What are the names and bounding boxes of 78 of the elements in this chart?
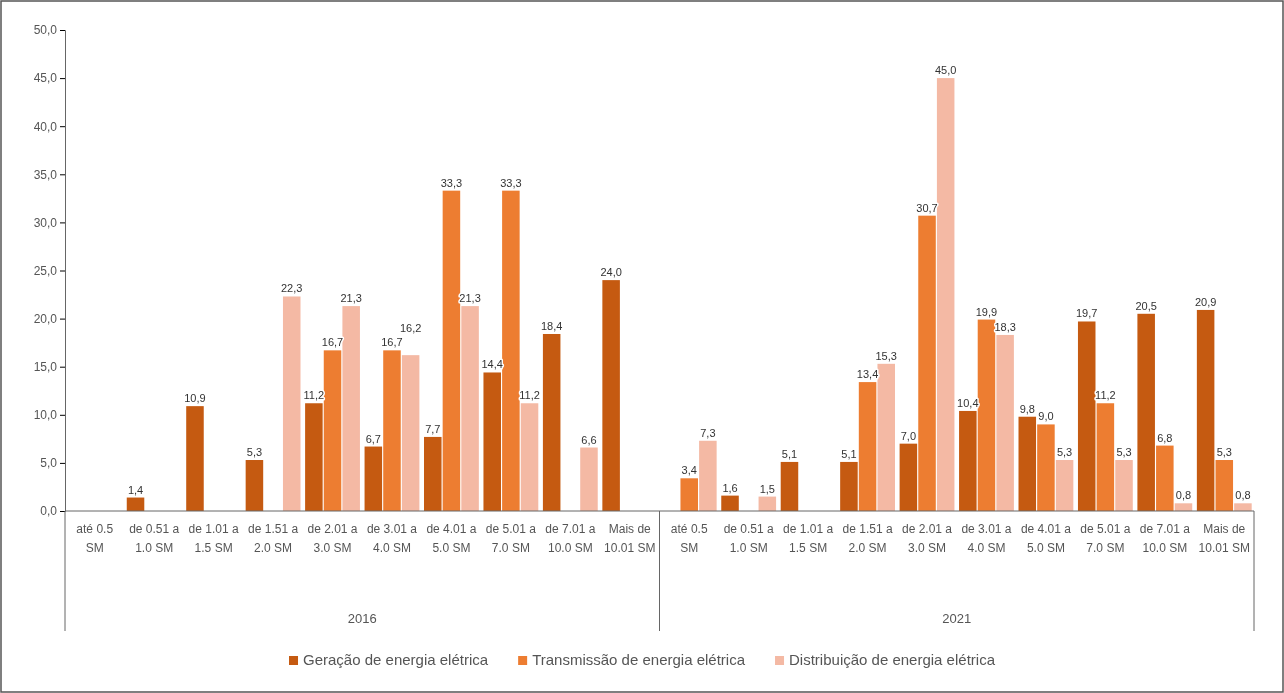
x-tick-label: de 2.01 a 3.0 SM xyxy=(307,522,358,555)
data-label: 11,2 xyxy=(1095,389,1116,402)
data-label: 16,7 xyxy=(381,336,403,349)
data-label: 18,4 xyxy=(540,319,563,332)
data-label: 11,2 xyxy=(303,389,325,402)
legend-label: Transmissão de energia elétrica xyxy=(532,651,746,668)
data-label: 0,8 xyxy=(1235,489,1251,502)
text: 2021 xyxy=(942,611,972,626)
data-label: 7,0 xyxy=(900,429,917,442)
x-tick-label: de 5.01 a 7.0 SM xyxy=(485,522,537,555)
data-label: 6,6 xyxy=(581,433,597,446)
data-label: 1,6 xyxy=(722,481,738,494)
y-tick-label: 0,0 xyxy=(40,504,58,519)
x-tick-label: de 4.01 a 5.0 SM xyxy=(1020,522,1072,555)
data-label: 5,3 xyxy=(246,446,263,459)
data-label: 18,3 xyxy=(994,320,1016,333)
data-label: 20,9 xyxy=(1194,295,1217,308)
data-label: 9,8 xyxy=(1019,402,1035,415)
data-label: 45,0 xyxy=(934,64,957,77)
x-tick-label: de 7.01 a 10.0 SM xyxy=(1139,522,1191,555)
data-label: 9,0 xyxy=(1038,410,1054,423)
data-label: 16,7 xyxy=(321,336,344,349)
data-label: 24,0 xyxy=(600,266,622,279)
data-label: 7,7 xyxy=(425,422,441,435)
text: 2016 xyxy=(347,611,377,626)
y-tick-label: 5,0 xyxy=(40,456,58,471)
x-tick-label: de 1.01 a 1.5 SM xyxy=(188,522,239,555)
data-label: 21,3 xyxy=(340,292,362,305)
legend-label: Geração de energia elétrica xyxy=(303,651,489,668)
data-label: 11,2 xyxy=(519,389,540,402)
y-tick-label: 25,0 xyxy=(33,263,58,278)
y-tick-label: 40,0 xyxy=(33,119,58,134)
data-label: 33,3 xyxy=(500,176,522,189)
x-tick-label: de 1.01 a 1.5 SM xyxy=(783,522,834,555)
x-tick-label: Mais de 10.01 SM xyxy=(604,522,656,555)
data-label: 5,3 xyxy=(1056,446,1073,459)
data-label: 19,7 xyxy=(1076,307,1098,320)
data-label: 1,5 xyxy=(759,482,775,495)
y-tick-label: 15,0 xyxy=(33,360,58,375)
data-label: 6,8 xyxy=(1157,431,1173,444)
data-label: 5,1 xyxy=(781,447,798,460)
data-label: 6,7 xyxy=(365,432,381,445)
x-tick-label: de 1.51 a 2.0 SM xyxy=(248,522,299,555)
data-label: 10,9 xyxy=(184,392,206,405)
x-tick-label: até 0.5 SM xyxy=(76,522,114,555)
y-tick-label: 35,0 xyxy=(33,167,58,182)
data-label: 15,3 xyxy=(875,349,897,362)
x-tick-label: de 0.51 a 1.0 SM xyxy=(129,522,180,555)
data-label: 22,3 xyxy=(281,282,303,295)
x-tick-label: até 0.5 SM xyxy=(670,522,708,555)
y-tick-label: 30,0 xyxy=(33,215,58,230)
data-label: 7,3 xyxy=(700,426,716,439)
x-tick-label: de 3.01 a 4.0 SM xyxy=(961,522,1012,555)
y-tick-label: 50,0 xyxy=(33,23,58,38)
data-label: 30,7 xyxy=(916,201,938,214)
y-tick-label: 20,0 xyxy=(33,311,58,326)
y-tick-label: 10,0 xyxy=(33,408,58,423)
x-tick-label: de 4.01 a 5.0 SM xyxy=(426,522,477,555)
data-label: 5,3 xyxy=(1216,446,1232,459)
x-tick-label: de 3.01 a 4.0 SM xyxy=(366,522,418,555)
data-label: 16,2 xyxy=(399,322,422,335)
data-label: 5,3 xyxy=(1116,446,1132,459)
data-label: 20,5 xyxy=(1135,299,1157,312)
y-tick-label: 45,0 xyxy=(33,71,58,86)
x-tick-label: Mais de 10.01 SM xyxy=(1198,522,1250,555)
data-label: 13,4 xyxy=(856,368,879,381)
data-label: 3,4 xyxy=(681,464,697,477)
data-label: 19,9 xyxy=(975,305,998,318)
x-tick-label: de 0.51 a 1.0 SM xyxy=(723,522,775,555)
data-label: 33,3 xyxy=(440,176,463,189)
x-tick-label: de 2.01 a 3.0 SM xyxy=(902,522,953,555)
x-tick-label: de 1.51 a 2.0 SM xyxy=(842,522,893,555)
data-label: 5,1 xyxy=(841,447,857,460)
x-tick-label: de 7.01 a 10.0 SM xyxy=(545,522,596,555)
x-tick-label: de 5.01 a 7.0 SM xyxy=(1080,522,1131,555)
data-label: 1,4 xyxy=(127,483,144,496)
data-label: 0,8 xyxy=(1175,489,1192,502)
legend-label: Distribuição de energia elétrica xyxy=(789,651,996,668)
